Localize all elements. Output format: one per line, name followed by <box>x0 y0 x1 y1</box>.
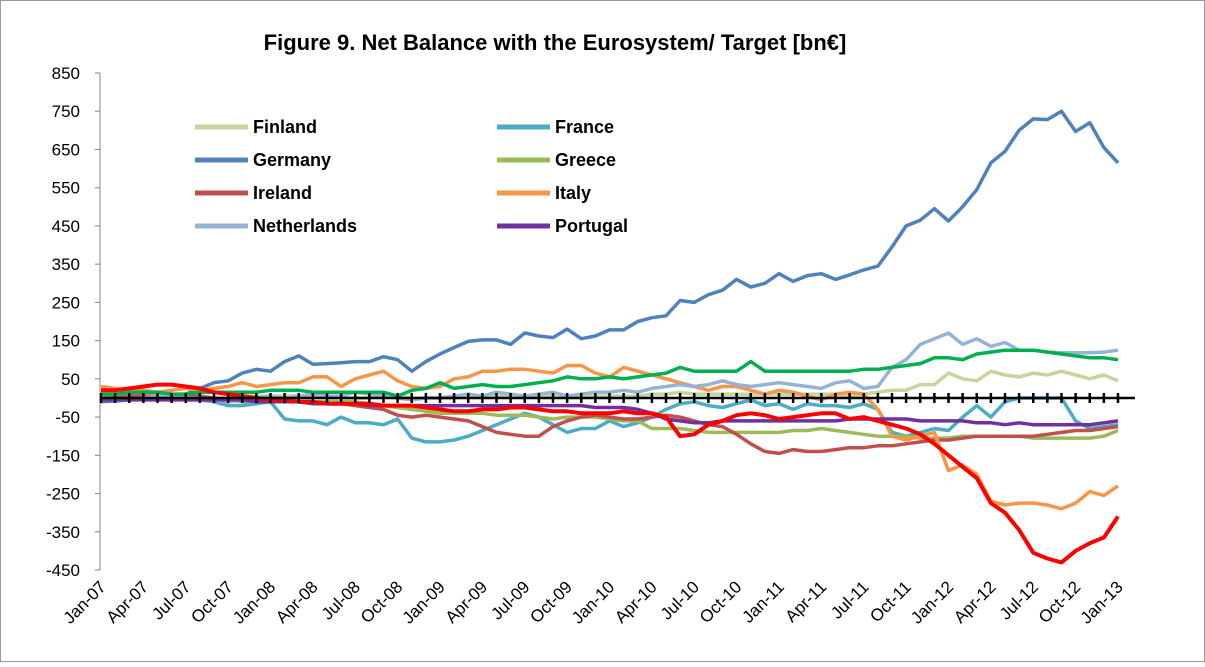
chart-title: Figure 9. Net Balance with the Eurosyste… <box>264 30 847 55</box>
y-tick-label: 350 <box>52 255 80 274</box>
y-tick-label: 650 <box>52 140 80 159</box>
legend-label: Germany <box>253 150 331 170</box>
legend-label: Portugal <box>555 216 628 236</box>
y-tick-label: 50 <box>61 370 80 389</box>
y-tick-label: 150 <box>52 332 80 351</box>
y-tick-label: 550 <box>52 179 80 198</box>
legend-label: Ireland <box>253 183 312 203</box>
y-tick-label: -50 <box>55 408 80 427</box>
y-tick-label: -450 <box>46 561 80 580</box>
legend-label: Netherlands <box>253 216 357 236</box>
legend-label: France <box>555 117 614 137</box>
y-tick-label: 750 <box>52 102 80 121</box>
legend-label: Italy <box>555 183 591 203</box>
y-tick-label: 250 <box>52 293 80 312</box>
y-tick-label: -150 <box>46 446 80 465</box>
series-line <box>100 109 1120 404</box>
y-tick-label: -250 <box>46 485 80 504</box>
y-tick-label: 850 <box>52 64 80 83</box>
y-tick-label: 450 <box>52 217 80 236</box>
legend-label: Greece <box>555 150 616 170</box>
series-line <box>101 348 1119 398</box>
y-tick-label: -350 <box>46 523 80 542</box>
legend-label: Finland <box>253 117 317 137</box>
